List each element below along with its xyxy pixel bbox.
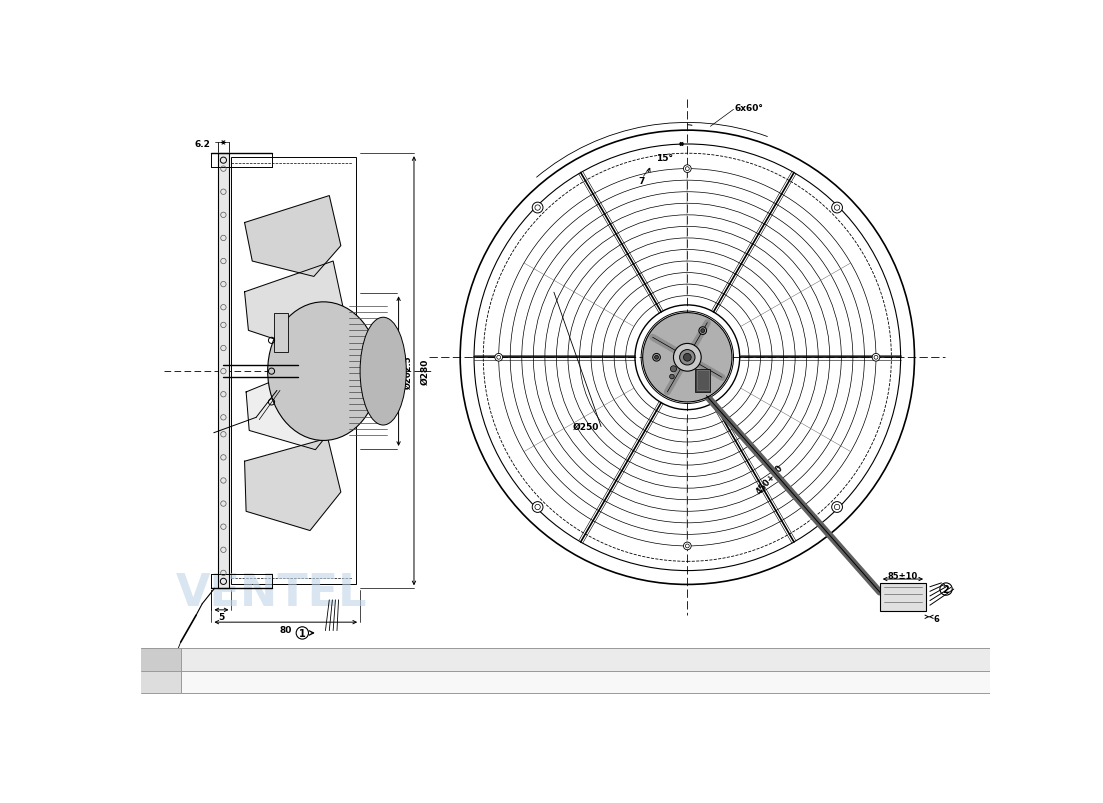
Bar	[880, 583, 927, 611]
Bar	[141, 671, 181, 693]
Bar	[697, 371, 709, 391]
Polygon shape	[245, 262, 344, 354]
Text: Ø280: Ø280	[420, 358, 429, 385]
Text: 80: 80	[279, 625, 292, 634]
Ellipse shape	[360, 318, 406, 426]
Circle shape	[699, 381, 707, 389]
Ellipse shape	[268, 303, 379, 441]
Polygon shape	[245, 438, 341, 531]
Circle shape	[684, 165, 692, 173]
Text: VENTEL: VENTEL	[175, 571, 367, 613]
Bar	[141, 649, 181, 671]
Circle shape	[832, 203, 843, 214]
Circle shape	[643, 313, 732, 402]
Circle shape	[533, 502, 543, 513]
Text: Ø250: Ø250	[572, 422, 599, 431]
Text: 6: 6	[934, 614, 940, 623]
Circle shape	[872, 354, 880, 361]
Bar	[217, 154, 229, 589]
Text: 6x60°: 6x60°	[735, 104, 763, 112]
Text: 7: 7	[638, 177, 644, 185]
Circle shape	[700, 382, 705, 386]
Text: 1: 1	[157, 653, 164, 666]
Circle shape	[654, 356, 658, 360]
Text: 450+20: 450+20	[754, 463, 785, 495]
Circle shape	[671, 366, 676, 373]
Bar	[232, 158, 356, 585]
Polygon shape	[245, 197, 341, 277]
Circle shape	[533, 203, 543, 214]
Text: Ø202.5: Ø202.5	[404, 355, 413, 389]
Bar	[141, 649, 990, 671]
Text: 6.2: 6.2	[194, 140, 210, 149]
Circle shape	[684, 354, 692, 361]
Text: 2: 2	[943, 585, 950, 594]
Polygon shape	[246, 358, 343, 450]
Circle shape	[679, 350, 695, 365]
Text: 85±10: 85±10	[888, 571, 918, 580]
Text: 1: 1	[299, 628, 306, 638]
Bar	[274, 314, 288, 353]
Circle shape	[699, 328, 707, 335]
Circle shape	[674, 344, 702, 372]
Text: Соединительный кабель ПВХ 4G 0,5 мм², 4 присоединенных кабельных наконечника: Соединительный кабель ПВХ 4G 0,5 мм², 4 …	[189, 677, 692, 687]
Text: 15°: 15°	[655, 153, 673, 162]
Text: 2: 2	[157, 675, 164, 688]
Bar	[141, 671, 990, 693]
Circle shape	[700, 329, 705, 333]
Circle shape	[670, 375, 674, 379]
Bar	[695, 369, 710, 393]
Circle shape	[495, 354, 503, 361]
Text: Направление потока воздуха «A»: Направление потока воздуха «A»	[189, 654, 386, 665]
Circle shape	[832, 502, 843, 513]
Circle shape	[684, 542, 692, 550]
Circle shape	[653, 354, 661, 361]
Text: 5: 5	[218, 613, 225, 622]
